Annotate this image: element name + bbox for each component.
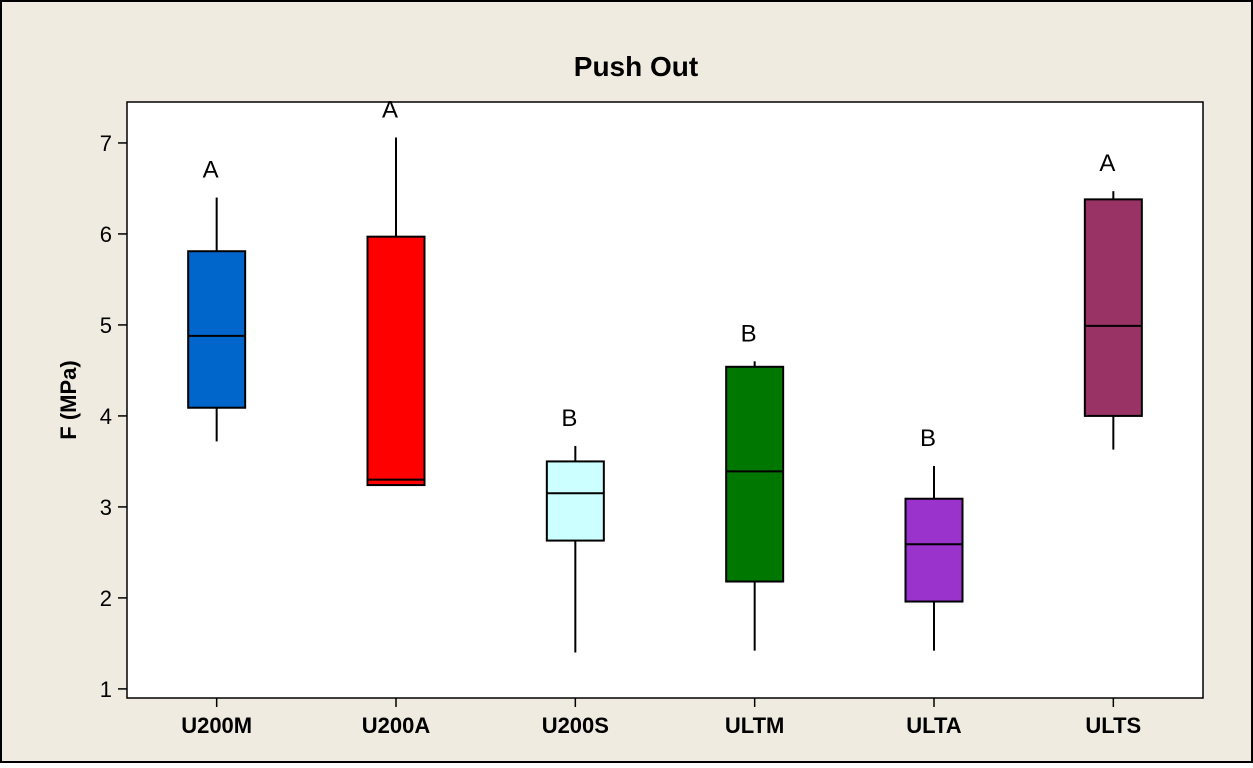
box-iqr (1083, 198, 1143, 417)
x-category-label: ULTS (1085, 713, 1141, 738)
y-tick-label: 1 (100, 677, 112, 702)
box-ultm: B (725, 320, 785, 651)
group-letter-label: B (561, 405, 577, 432)
plot-area (126, 101, 1204, 699)
box-iqr (366, 235, 426, 487)
x-category-label: U200S (542, 713, 609, 738)
group-letter-label: B (741, 320, 757, 347)
box-ults: A (1083, 150, 1143, 450)
box-iqr (545, 460, 605, 542)
box-u200s: B (545, 405, 605, 653)
box-series: A A B B B A (187, 96, 1143, 653)
box-iqr (725, 365, 785, 583)
y-tick-label: 7 (100, 131, 112, 156)
x-category-label: U200M (181, 713, 252, 738)
x-category-label: ULTA (906, 713, 961, 738)
y-tick-label: 2 (100, 586, 112, 611)
y-axis-label: F (MPa) (56, 360, 81, 439)
box-iqr (187, 250, 247, 409)
y-axis: 1 2 3 4 5 6 7 (100, 131, 127, 702)
chart-title: Push Out (574, 51, 698, 82)
box-ulta: B (904, 425, 964, 651)
x-category-label: ULTM (725, 713, 784, 738)
y-tick-label: 3 (100, 495, 112, 520)
group-letter-label: A (1099, 150, 1115, 177)
box-iqr (904, 497, 964, 603)
box-u200a: A (366, 96, 426, 487)
x-axis: U200M U200A U200S ULTM ULTA ULTS (181, 698, 1141, 738)
box-u200m: A (187, 157, 247, 442)
y-tick-label: 5 (100, 313, 112, 338)
group-letter-label: B (920, 425, 936, 452)
group-letter-label: A (203, 157, 219, 184)
group-letter-label: A (382, 96, 398, 123)
x-category-label: U200A (362, 713, 431, 738)
y-tick-label: 4 (100, 404, 112, 429)
y-tick-label: 6 (100, 222, 112, 247)
